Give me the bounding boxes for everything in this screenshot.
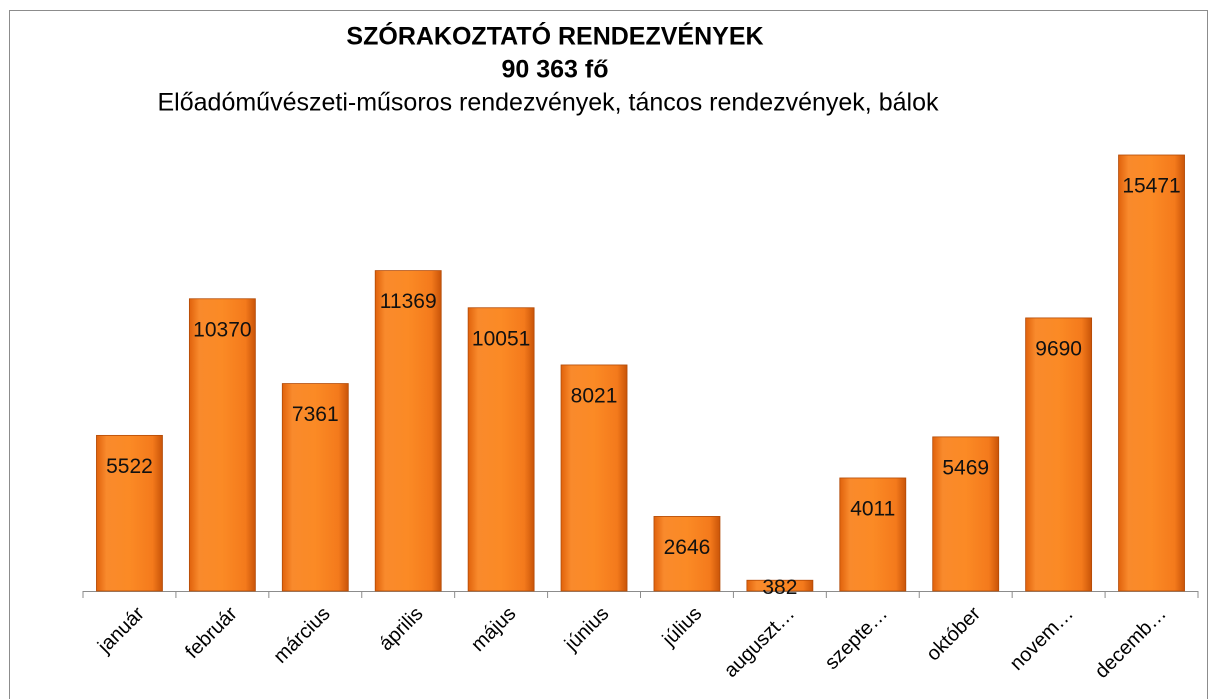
data-label: 15471 bbox=[1122, 175, 1180, 198]
bar bbox=[839, 477, 907, 592]
data-label: 10051 bbox=[472, 327, 530, 350]
bar bbox=[467, 307, 535, 592]
bar bbox=[188, 298, 256, 592]
chart-description: Előadóművészeti-műsoros rendezvények, tá… bbox=[158, 89, 939, 117]
bar bbox=[374, 270, 442, 592]
data-label: 9690 bbox=[1035, 337, 1082, 360]
bar bbox=[1118, 154, 1185, 592]
bar bbox=[96, 434, 163, 592]
data-label: 8021 bbox=[571, 385, 618, 408]
bar bbox=[932, 436, 1000, 592]
bar bbox=[746, 579, 814, 592]
chart-title: SZÓRAKOZTATÓ RENDEZVÉNYEK bbox=[346, 21, 763, 51]
data-label: 11369 bbox=[380, 290, 437, 313]
bar bbox=[281, 383, 349, 592]
data-label: 5469 bbox=[942, 456, 989, 479]
data-label: 7361 bbox=[292, 403, 339, 426]
data-label: 2646 bbox=[664, 536, 711, 559]
chart-subtitle: 90 363 fő bbox=[501, 56, 608, 84]
data-label: 10370 bbox=[193, 318, 251, 341]
data-label: 382 bbox=[762, 576, 797, 599]
data-label: 5522 bbox=[106, 455, 153, 478]
bar bbox=[560, 364, 628, 592]
data-label: 4011 bbox=[850, 498, 895, 521]
bar bbox=[1025, 317, 1093, 592]
bar bbox=[653, 516, 721, 592]
